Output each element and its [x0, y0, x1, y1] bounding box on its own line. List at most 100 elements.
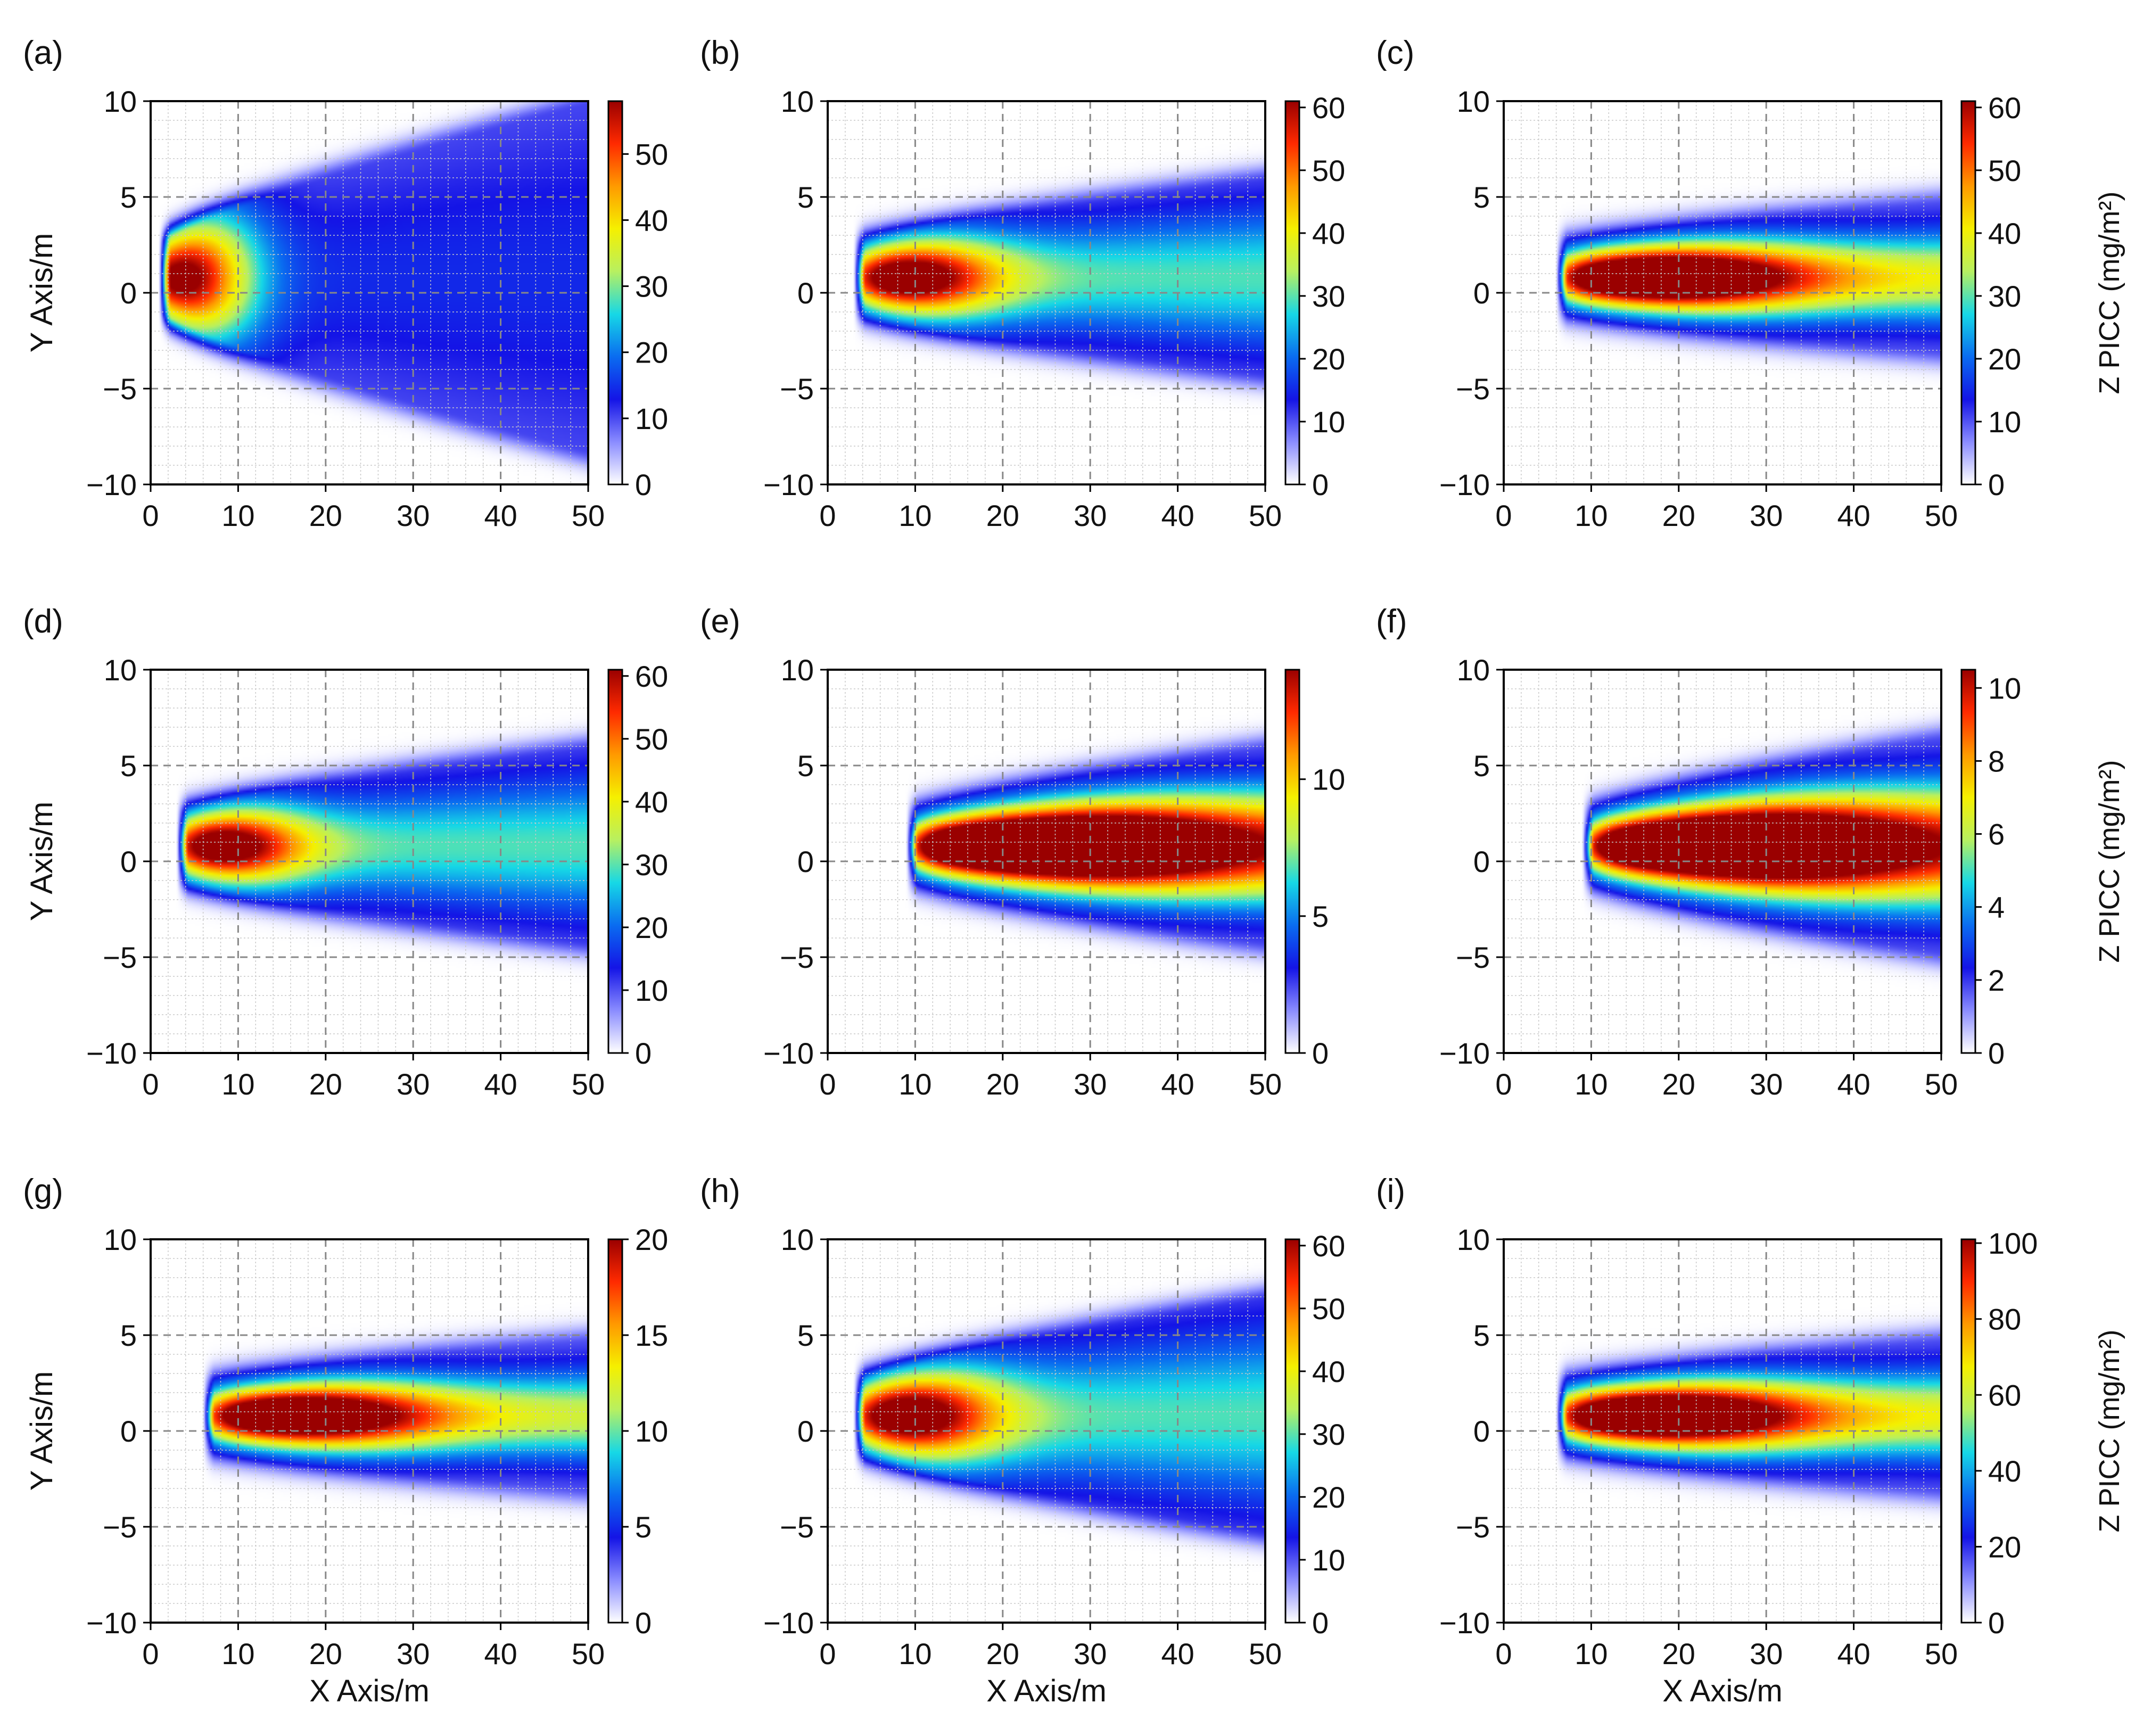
y-tick-label: −10 — [1439, 1036, 1490, 1070]
colorbar-tick-label: 60 — [1988, 1378, 2021, 1412]
y-tick-label: 10 — [104, 1223, 137, 1256]
x-tick-label: 50 — [1249, 1637, 1282, 1671]
x-tick-label: 10 — [898, 499, 932, 532]
x-tick-label: 40 — [1161, 1067, 1194, 1101]
y-tick-label: 0 — [1473, 845, 1490, 878]
colorbar-tick-label: 8 — [1988, 744, 2005, 778]
colorbar-tick-label: 0 — [1988, 468, 2005, 501]
colorbar — [1284, 100, 1300, 486]
y-tick-label: −10 — [86, 468, 137, 501]
x-tick-label: 0 — [1495, 1067, 1512, 1101]
panel-label: (h) — [700, 1173, 740, 1210]
x-tick-label: 10 — [898, 1067, 932, 1101]
x-tick-label: 40 — [1161, 499, 1194, 532]
major-grid — [828, 670, 1265, 1053]
y-tick-label: 5 — [120, 180, 137, 214]
y-tick-label: 10 — [1457, 85, 1490, 118]
colorbar-tick-label: 20 — [635, 336, 668, 369]
panel-label: (d) — [23, 603, 63, 640]
y-tick-label: 10 — [781, 1223, 814, 1256]
x-axis-label: X Axis/m — [309, 1674, 430, 1708]
colorbar-tick-label: 2 — [1988, 964, 2005, 997]
x-tick-label: 20 — [986, 1067, 1019, 1101]
colorbar-tick-label: 5 — [1312, 900, 1329, 933]
colorbar-tick-label: 60 — [1988, 91, 2021, 125]
x-tick-label: 0 — [819, 499, 836, 532]
colorbar-tick-label: 10 — [635, 974, 668, 1007]
colorbar-tick-label: 0 — [1312, 1036, 1329, 1070]
x-tick-label: 30 — [1074, 1067, 1107, 1101]
panel-label: (a) — [23, 35, 63, 71]
x-tick-label: 40 — [1837, 1637, 1870, 1671]
colorbar-tick-label: 50 — [635, 722, 668, 756]
colorbar — [1284, 1238, 1300, 1624]
y-tick-label: −10 — [1439, 1606, 1490, 1640]
colorbar — [1960, 100, 1976, 486]
y-tick-label: 5 — [797, 749, 814, 783]
x-tick-label: 0 — [142, 499, 159, 532]
colorbar — [1960, 1238, 1976, 1624]
x-tick-label: 10 — [221, 1637, 254, 1671]
colorbar — [1960, 669, 1976, 1054]
panel-label: (f) — [1376, 603, 1407, 640]
colorbar-label: Z PICC (mg/m²) — [2093, 192, 2125, 394]
colorbar — [607, 1238, 623, 1624]
x-tick-label: 40 — [1161, 1637, 1194, 1671]
y-axis-label: Y Axis/m — [24, 802, 59, 922]
x-tick-label: 50 — [572, 1637, 605, 1671]
colorbar-tick-label: 40 — [635, 785, 668, 819]
x-tick-label: 20 — [1662, 499, 1695, 532]
x-tick-label: 0 — [819, 1067, 836, 1101]
colorbar-tick-label: 20 — [1988, 342, 2021, 376]
y-tick-label: −10 — [763, 1606, 814, 1640]
colorbar-tick-label: 100 — [1988, 1227, 2038, 1260]
x-tick-label: 20 — [1662, 1067, 1695, 1101]
y-tick-label: −10 — [86, 1606, 137, 1640]
colorbar-tick-label: 10 — [1312, 405, 1345, 439]
x-tick-label: 50 — [572, 499, 605, 532]
x-tick-label: 20 — [309, 1067, 342, 1101]
x-tick-label: 40 — [484, 1067, 517, 1101]
x-tick-label: 20 — [1662, 1637, 1695, 1671]
colorbar-tick-label: 20 — [1312, 342, 1345, 376]
major-grid — [151, 1239, 588, 1623]
x-tick-label: 40 — [484, 1637, 517, 1671]
x-tick-label: 50 — [1925, 499, 1958, 532]
y-axis-label: Y Axis/m — [24, 1371, 59, 1491]
y-tick-label: −10 — [86, 1036, 137, 1070]
colorbar-tick-label: 30 — [635, 848, 668, 882]
colorbar-tick-label: 15 — [635, 1319, 668, 1352]
major-grid — [1504, 670, 1941, 1053]
x-tick-label: 40 — [1837, 499, 1870, 532]
colorbar-tick-label: 0 — [635, 1606, 652, 1640]
colorbar-tick-label: 50 — [1988, 154, 2021, 187]
colorbar-tick-label: 30 — [635, 270, 668, 303]
colorbar-tick-label: 50 — [1312, 1292, 1345, 1326]
y-tick-label: 5 — [120, 1319, 137, 1352]
colorbar-tick-label: 60 — [635, 660, 668, 693]
x-tick-label: 10 — [1575, 1637, 1608, 1671]
colorbar-tick-label: 4 — [1988, 891, 2005, 924]
x-tick-label: 0 — [819, 1637, 836, 1671]
colorbar-tick-label: 10 — [1988, 405, 2021, 439]
y-tick-label: 0 — [120, 276, 137, 310]
colorbar-tick-label: 10 — [635, 402, 668, 435]
y-tick-label: 5 — [120, 749, 137, 783]
y-tick-label: 10 — [781, 85, 814, 118]
colorbar-label: Z PICC (mg/m²) — [2093, 760, 2125, 963]
y-tick-label: −5 — [1456, 941, 1490, 974]
colorbar-tick-label: 20 — [1988, 1530, 2021, 1564]
colorbar-tick-label: 0 — [635, 1036, 652, 1070]
colorbar-tick-label: 30 — [1312, 279, 1345, 313]
x-tick-label: 20 — [309, 1637, 342, 1671]
colorbar-tick-label: 10 — [1988, 671, 2021, 705]
x-tick-label: 10 — [1575, 1067, 1608, 1101]
panel-label: (e) — [700, 603, 740, 640]
